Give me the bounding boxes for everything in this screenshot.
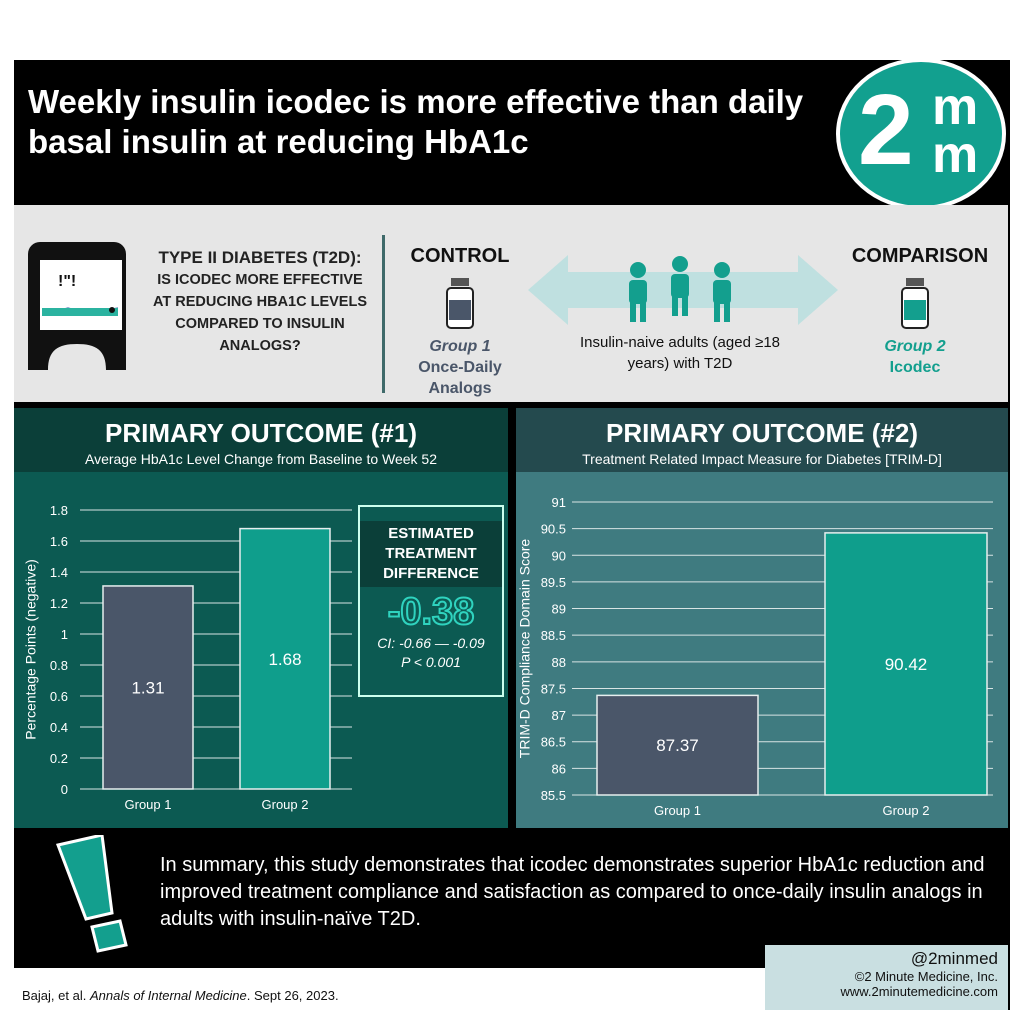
- x-tick-label: Group 1: [654, 803, 701, 818]
- y-tick-label: 1.4: [50, 565, 68, 580]
- y-tick-label: 1.6: [50, 534, 68, 549]
- citation: Bajaj, et al. Annals of Internal Medicin…: [22, 988, 339, 1003]
- brand-url[interactable]: www.2minutemedicine.com: [840, 984, 998, 999]
- people-arrow-icon: [528, 255, 838, 325]
- divider: [382, 235, 385, 393]
- x-tick-label: Group 2: [262, 797, 309, 812]
- etd-p: P < 0.001: [401, 654, 461, 670]
- y-tick-label: 89: [552, 602, 566, 617]
- data-label: 90.42: [885, 655, 928, 674]
- study-overview: [14, 205, 1008, 402]
- data-label: 87.37: [656, 736, 699, 755]
- y-tick-label: 86.5: [541, 735, 566, 750]
- bar-group-1: [102, 585, 194, 790]
- y-tick-label: 88.5: [541, 628, 566, 643]
- y-tick-label: 0.8: [50, 658, 68, 673]
- comparison-heading: COMPARISON: [851, 245, 989, 267]
- y-tick-label: 85.5: [541, 788, 566, 803]
- glucose-meter-icon: !"!: [28, 242, 126, 370]
- y-axis-label: Percentage Points (negative): [23, 559, 39, 740]
- y-tick-label: 86: [552, 761, 566, 776]
- bar-group-1: [596, 694, 759, 796]
- y-tick-label: 1.8: [50, 503, 68, 518]
- bar-group-2: [239, 527, 331, 790]
- study-question: TYPE II DIABETES (T2D): IS ICODEC MORE E…: [152, 248, 368, 354]
- summary-text: In summary, this study demonstrates that…: [160, 854, 985, 930]
- data-label: 1.68: [268, 650, 301, 669]
- y-tick-label: 90: [552, 548, 566, 563]
- control-group: Group 1 Once-Daily Analogs: [418, 338, 502, 397]
- y-axis-label: TRIM-D Compliance Domain Score: [517, 539, 533, 759]
- bar-group-2: [824, 532, 988, 796]
- x-tick-label: Group 2: [883, 803, 930, 818]
- chart-title: PRIMARY OUTCOME (#1): [104, 418, 418, 448]
- y-tick-label: 1.2: [50, 596, 68, 611]
- chart-subtitle: Average HbA1c Level Change from Baseline…: [84, 451, 438, 467]
- y-tick-label: 89.5: [541, 575, 566, 590]
- y-tick-label: 0.6: [50, 689, 68, 704]
- y-tick-label: 87: [552, 708, 566, 723]
- comparison-group: Group 2 Icodec: [884, 338, 946, 376]
- page-title: Weekly insulin icodec is more effective …: [28, 83, 804, 160]
- chart-title: PRIMARY OUTCOME (#2): [605, 418, 919, 448]
- svg-text:!"!: !"!: [58, 273, 76, 290]
- vial-icon: [446, 278, 474, 329]
- y-tick-label: 90.5: [541, 522, 566, 537]
- population-text: Insulin-naive adults (aged ≥18 years) wi…: [579, 334, 781, 372]
- y-tick-label: 0: [61, 782, 68, 797]
- estimated-treatment-difference: ESTIMATED TREATMENT DIFFERENCE -0.38 CI:…: [358, 505, 504, 697]
- etd-value: -0.38: [387, 590, 476, 634]
- y-tick-label: 1: [61, 627, 68, 642]
- control-heading: CONTROL: [410, 245, 510, 267]
- y-tick-label: 88: [552, 655, 566, 670]
- footer-strip: [14, 968, 774, 1010]
- brand-box: @2minmed ©2 Minute Medicine, Inc. www.2m…: [765, 945, 1008, 1010]
- exclamation-icon: [55, 835, 128, 953]
- vial-icon: [901, 278, 929, 329]
- y-tick-label: 91: [552, 495, 566, 510]
- etd-ci: CI: -0.66 — -0.09: [377, 635, 485, 651]
- x-tick-label: Group 1: [125, 797, 172, 812]
- y-tick-label: 0.4: [50, 720, 68, 735]
- y-tick-label: 0.2: [50, 751, 68, 766]
- chart-subtitle: Treatment Related Impact Measure for Dia…: [582, 451, 942, 467]
- data-label: 1.31: [131, 678, 164, 697]
- y-tick-label: 87.5: [541, 681, 566, 696]
